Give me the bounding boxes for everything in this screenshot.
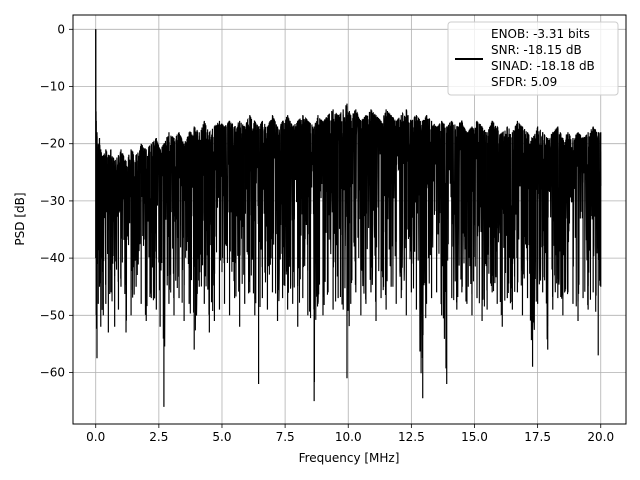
x-tick-label: 15.0	[461, 430, 488, 444]
x-tick-label: 20.0	[587, 430, 614, 444]
ticks: 0.0 2.5 5.0 7.5 10.0 12.5 15.0 17.5 20.0 0 −10 −20 −…	[40, 22, 614, 444]
legend-entry-line-1: ENOB: -3.31 bits	[491, 27, 590, 41]
y-tick-label: −50	[40, 308, 65, 322]
series-layer	[95, 29, 602, 407]
x-tick-label: 17.5	[524, 430, 551, 444]
x-tick-label: 12.5	[398, 430, 425, 444]
legend-entry-line-2: SNR: -18.15 dB	[491, 43, 582, 57]
y-tick-label: −30	[40, 194, 65, 208]
x-tick-label: 10.0	[335, 430, 362, 444]
x-axis-label: Frequency [MHz]	[299, 451, 400, 465]
y-tick-label: −20	[40, 137, 65, 151]
y-axis-label: PSD [dB]	[13, 192, 27, 245]
y-tick-label: 0	[57, 22, 65, 36]
legend-entry-line-3: SINAD: -18.18 dB	[491, 59, 595, 73]
x-tick-label: 7.5	[276, 430, 295, 444]
y-tick-label: −40	[40, 251, 65, 265]
series-line	[95, 29, 602, 382]
legend: ENOB: -3.31 bits SNR: -18.15 dB SINAD: -…	[447, 21, 619, 96]
plot-frame	[72, 14, 627, 425]
x-tick-label: 2.5	[149, 430, 168, 444]
y-tick-label: −10	[40, 80, 65, 94]
x-tick-label: 5.0	[212, 430, 231, 444]
legend-entry-line-4: SFDR: 5.09	[491, 75, 557, 89]
legend-box	[447, 21, 619, 96]
y-tick-label: −60	[40, 366, 65, 380]
x-tick-label: 0.0	[86, 430, 105, 444]
